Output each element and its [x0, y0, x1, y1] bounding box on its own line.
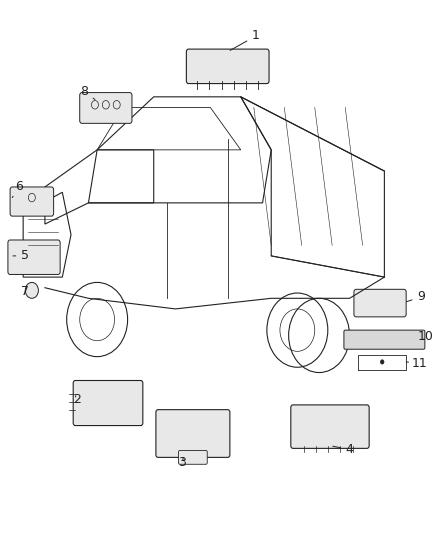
FancyBboxPatch shape	[80, 93, 132, 123]
FancyBboxPatch shape	[354, 289, 406, 317]
FancyBboxPatch shape	[179, 450, 207, 464]
FancyBboxPatch shape	[8, 240, 60, 274]
FancyBboxPatch shape	[186, 49, 269, 84]
FancyBboxPatch shape	[156, 410, 230, 457]
Text: 3: 3	[178, 456, 186, 469]
Text: 7: 7	[21, 285, 29, 298]
FancyBboxPatch shape	[291, 405, 369, 448]
Circle shape	[381, 360, 384, 364]
Text: 9: 9	[406, 290, 425, 303]
Text: 6: 6	[12, 181, 23, 198]
Text: 8: 8	[80, 85, 95, 100]
FancyBboxPatch shape	[10, 187, 53, 216]
Text: 10: 10	[418, 330, 434, 343]
FancyBboxPatch shape	[344, 330, 425, 349]
Text: 1: 1	[230, 29, 260, 51]
Text: 4: 4	[333, 443, 353, 456]
Circle shape	[25, 282, 39, 298]
FancyBboxPatch shape	[73, 381, 143, 425]
Text: 2: 2	[74, 393, 81, 406]
Text: 5: 5	[13, 249, 29, 262]
Text: 11: 11	[406, 357, 427, 369]
